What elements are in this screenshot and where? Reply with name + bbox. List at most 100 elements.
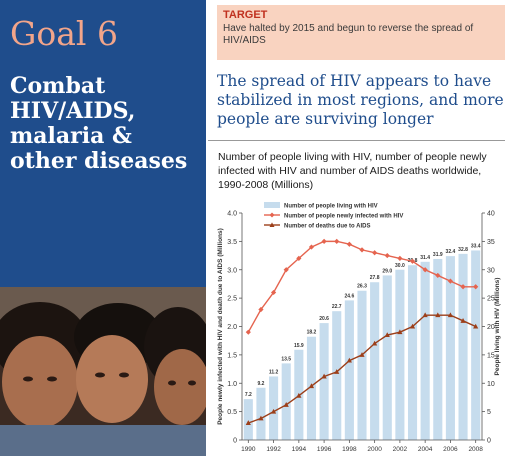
bar-living-with-hiv <box>382 275 392 440</box>
goal-subtitle-line: HIV/AIDS, <box>10 98 136 124</box>
bar-value-label: 20.6 <box>319 316 329 322</box>
aids-deaths-point <box>435 312 441 318</box>
right-tick-label: 40 <box>487 211 495 218</box>
target-label: TARGET <box>223 9 268 21</box>
x-tick-label: 1990 <box>241 446 256 453</box>
newly-infected-point <box>321 238 327 244</box>
aids-deaths-point <box>270 408 277 414</box>
bar-living-with-hiv <box>407 265 418 440</box>
bar-living-with-hiv <box>243 399 253 440</box>
bar-living-with-hiv <box>357 290 367 440</box>
x-tick-label: 1994 <box>292 446 307 453</box>
aids-deaths-point <box>359 352 365 357</box>
bar-value-label: 7.2 <box>245 392 252 398</box>
bar-value-label: 29.0 <box>382 268 392 274</box>
goal-subtitle-line: other diseases <box>10 148 188 174</box>
right-tick-label: 0 <box>487 438 491 445</box>
left-tick-label: 1.5 <box>227 352 237 359</box>
bar-value-label: 24.6 <box>345 293 355 299</box>
newly-infected-point <box>359 247 365 253</box>
x-tick-label: 2004 <box>418 446 433 453</box>
goal-panel: Goal 6 Combat HIV/AIDS, malaria & other … <box>0 0 206 287</box>
left-tick-label: 0.5 <box>227 409 237 416</box>
goal-subtitle: Combat HIV/AIDS, malaria & other disease… <box>10 74 187 174</box>
bar-living-with-hiv <box>306 336 317 440</box>
left-tick-label: 2.5 <box>227 296 237 303</box>
right-tick-label: 10 <box>487 381 495 388</box>
aids-deaths-point <box>460 318 466 323</box>
legend-marker <box>269 212 275 218</box>
bar-living-with-hiv <box>319 323 329 440</box>
right-tick-label: 35 <box>487 239 495 246</box>
right-tick-label: 15 <box>487 352 495 359</box>
right-tick-label: 25 <box>487 296 495 303</box>
bar-value-label: 30.0 <box>395 263 405 269</box>
legend-label: Number of deaths due to AIDS <box>284 224 370 230</box>
aids-deaths-point <box>245 420 251 425</box>
bar-value-label: 32.4 <box>446 249 456 255</box>
bar-value-label: 31.9 <box>433 252 443 258</box>
x-tick-label: 2008 <box>468 446 483 453</box>
newly-infected-point <box>334 238 340 244</box>
x-tick-label: 1998 <box>342 446 357 453</box>
left-tick-label: 1.0 <box>227 381 237 388</box>
aids-deaths-point <box>334 369 340 374</box>
aids-deaths-point <box>321 373 327 379</box>
left-axis-title: People newly infected with HIV and death… <box>217 228 224 425</box>
bar-living-with-hiv <box>370 282 380 440</box>
aids-deaths-point <box>258 415 264 421</box>
aids-deaths-point <box>422 312 428 318</box>
aids-deaths-point <box>372 340 378 346</box>
x-tick-label: 2006 <box>443 446 458 453</box>
right-tick-label: 30 <box>487 267 495 274</box>
aids-deaths-point <box>384 332 390 338</box>
bar-living-with-hiv <box>269 376 279 440</box>
bar-value-label: 11.2 <box>269 369 279 375</box>
bar-living-with-hiv <box>433 258 443 440</box>
target-text: Have halted by 2015 and begun to reverse… <box>223 23 474 46</box>
bar-value-label: 33.4 <box>471 243 481 249</box>
newly-infected-point <box>372 250 378 256</box>
x-tick-label: 2002 <box>393 446 408 453</box>
newly-infected-point <box>460 284 466 290</box>
aids-deaths-point <box>409 323 416 329</box>
bar-living-with-hiv <box>256 387 266 440</box>
right-tick-label: 5 <box>487 409 491 416</box>
aids-deaths-point <box>296 392 302 398</box>
bar-living-with-hiv <box>344 300 354 440</box>
bar-value-label: 18.2 <box>307 330 317 336</box>
right-tick-label: 20 <box>487 324 495 331</box>
legend-label: Number of people newly infected with HIV <box>284 214 403 220</box>
x-tick-label: 2000 <box>367 446 382 453</box>
goal-title: Goal 6 <box>10 14 118 53</box>
bar-value-label: 22.7 <box>332 304 342 310</box>
newly-infected-point <box>296 255 302 261</box>
legend-swatch-bar <box>264 202 280 208</box>
divider <box>208 140 505 141</box>
bar-living-with-hiv <box>471 250 481 440</box>
bar-living-with-hiv <box>420 261 430 440</box>
aids-deaths-point <box>283 402 289 407</box>
bar-living-with-hiv <box>445 256 455 440</box>
bar-value-label: 26.3 <box>357 284 367 290</box>
bar-value-label: 13.5 <box>281 356 291 362</box>
left-tick-label: 3.5 <box>227 239 237 246</box>
newly-infected-point <box>397 255 403 261</box>
bar-living-with-hiv <box>332 311 342 440</box>
hiv-chart: 7.2 9.2 11.2 13.5 15.9 18.2 20.622.724.626.327… <box>217 202 501 453</box>
target-box: TARGET Have halted by 2015 and begun to … <box>217 5 505 60</box>
bar-living-with-hiv <box>395 269 405 440</box>
chart-title: Number of people living with HIV, number… <box>218 151 487 191</box>
left-tick-label: 0 <box>233 438 237 445</box>
bar-value-label: 9.2 <box>257 381 264 387</box>
photo-illustration <box>0 287 206 456</box>
bar-value-label: 32.8 <box>458 247 468 253</box>
left-tick-label: 3.0 <box>227 267 237 274</box>
newly-infected-point <box>346 241 352 247</box>
newly-infected-point <box>384 252 390 259</box>
goal-subtitle-line: Combat <box>10 73 106 99</box>
bar-value-label: 31.4 <box>420 255 430 261</box>
aids-deaths-point <box>397 329 403 335</box>
legend-label: Number of people living with HIV <box>284 204 378 210</box>
photo-girls <box>0 287 206 456</box>
